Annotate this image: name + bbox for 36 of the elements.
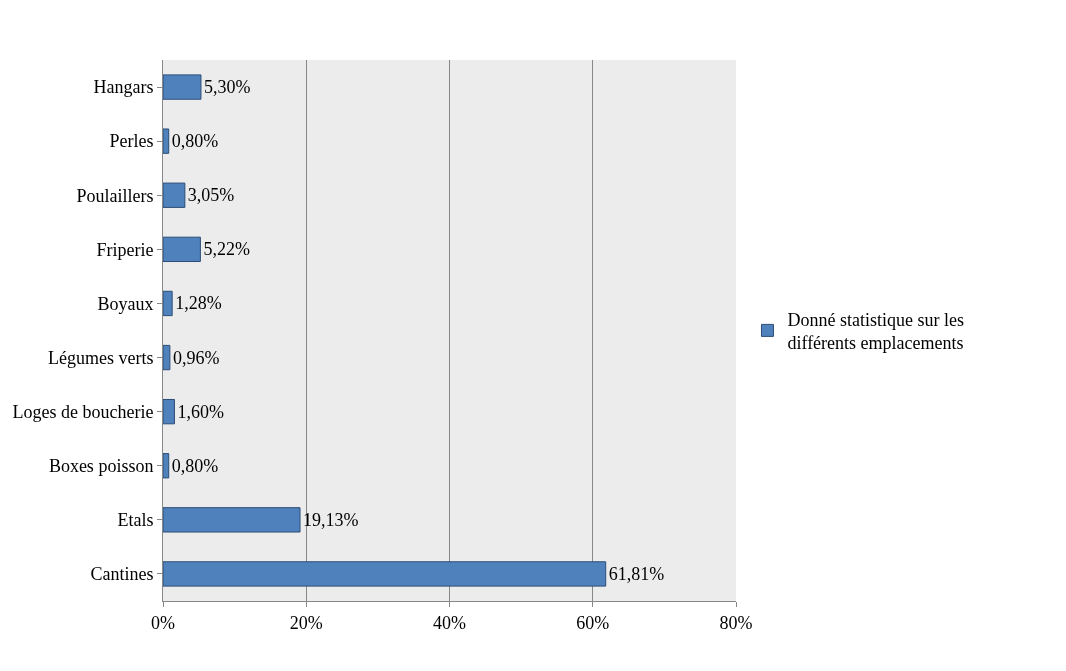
x-tick-label: 0%: [151, 612, 175, 633]
y-tick-label: Loges de boucherie: [12, 401, 154, 422]
y-tick-label: Boyaux: [97, 293, 154, 314]
data-label: 5,30%: [203, 77, 251, 98]
y-tick-label: Boxes poisson: [48, 456, 154, 477]
bar: [163, 236, 201, 263]
x-tick-label: 80%: [719, 612, 753, 633]
bar: [163, 561, 607, 587]
bar: [163, 182, 186, 208]
bar: [163, 344, 171, 371]
y-tick-label: Légumes verts: [47, 347, 154, 368]
bar: [163, 128, 170, 154]
x-tick-label: 60%: [576, 612, 610, 633]
data-label: 19,13%: [303, 509, 359, 530]
bar: [163, 74, 202, 100]
y-tick-label: Perles: [109, 131, 154, 152]
bar: [163, 507, 301, 533]
y-tick-label: Hangars: [93, 77, 154, 98]
x-tick-label: 40%: [433, 612, 466, 633]
data-label: 0,96%: [172, 347, 220, 368]
y-tick-label: Etals: [117, 510, 154, 531]
data-label: 5,22%: [203, 239, 250, 260]
x-tick-label: 20%: [289, 612, 323, 633]
bar: [163, 453, 170, 479]
data-label: 1,60%: [177, 401, 224, 422]
y-tick-label: Cantines: [90, 564, 154, 585]
data-label: 3,05%: [187, 185, 235, 206]
bar: [163, 290, 173, 317]
data-label: 0,80%: [171, 455, 219, 476]
bar: [163, 398, 175, 425]
legend-label: Donné statistique sur les différents emplacements: [787, 309, 964, 354]
y-tick-label: Poulaillers: [76, 185, 154, 206]
data-label: 61,81%: [608, 563, 665, 584]
data-label: 1,28%: [175, 293, 222, 314]
data-label: 0,80%: [171, 131, 219, 152]
y-tick-label: Friperie: [96, 239, 154, 260]
